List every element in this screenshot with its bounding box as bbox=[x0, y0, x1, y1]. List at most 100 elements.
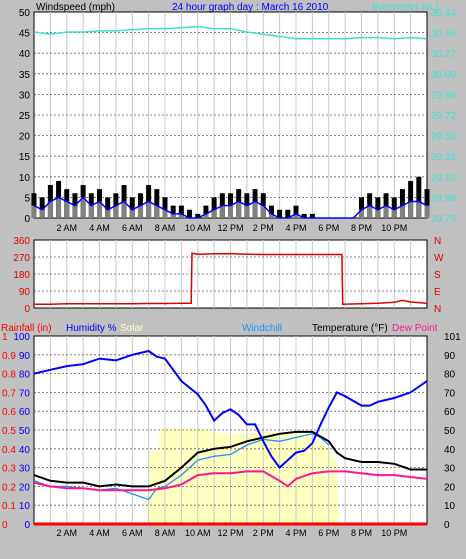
windspeed-tick-label: 50 bbox=[19, 8, 31, 19]
legend-solar: Solar bbox=[120, 323, 144, 334]
wind-gust-bar bbox=[211, 197, 217, 218]
barometer-tick-label: 28.79 bbox=[431, 214, 456, 225]
compass-tick-label: S bbox=[434, 270, 441, 281]
wind-gust-bar bbox=[162, 197, 168, 218]
wind-avg-bar bbox=[88, 205, 94, 218]
windspeed-tick-label: 15 bbox=[19, 152, 31, 163]
rainfall-tick-label: 0.4 bbox=[2, 445, 16, 456]
windspeed-tick-label: 20 bbox=[19, 132, 31, 143]
wind-avg-bar bbox=[228, 205, 233, 218]
hour-tick-label: 2 PM bbox=[253, 223, 274, 233]
temperature-line bbox=[33, 430, 427, 488]
hour-tick-label: 4 PM bbox=[285, 528, 306, 538]
wind-avg-bar bbox=[162, 209, 168, 218]
legend-dewpoint: Dew Point bbox=[392, 323, 438, 334]
hour-tick-label: 6 PM bbox=[318, 528, 339, 538]
barometer-tick-label: 29.35 bbox=[431, 152, 456, 163]
wind-baro-grid bbox=[34, 12, 427, 218]
hour-tick-label: 2 PM bbox=[253, 528, 274, 538]
compass-tick-label: N bbox=[434, 304, 441, 315]
wind-avg-bar bbox=[121, 201, 127, 218]
wind-avg-bar bbox=[219, 205, 225, 218]
direction-tick-label: 270 bbox=[13, 253, 30, 264]
humidity-line bbox=[33, 349, 428, 470]
temperature-tick-label: 10 bbox=[444, 501, 456, 512]
temperature-tick-label: 70 bbox=[444, 388, 456, 399]
wind-avg-bar bbox=[47, 201, 53, 218]
wind-gust-bar bbox=[416, 176, 422, 218]
wind-avg-bar bbox=[293, 213, 299, 218]
direction-tick-label: 90 bbox=[19, 287, 31, 298]
direction-series bbox=[34, 252, 428, 305]
wind-avg-bar bbox=[64, 201, 70, 218]
barometer-tick-label: 30.64 bbox=[431, 8, 456, 19]
compass-tick-label: W bbox=[434, 253, 444, 264]
hour-tick-label: 6 AM bbox=[122, 528, 143, 538]
rainfall-tick-label: 0.5 bbox=[2, 426, 16, 437]
wind-gust-bar bbox=[203, 205, 209, 218]
hour-tick-label: 2 AM bbox=[56, 223, 77, 233]
hour-tick-label: 4 PM bbox=[285, 223, 306, 233]
wind-avg-bar bbox=[56, 197, 62, 218]
windspeed-tick-label: 40 bbox=[19, 49, 31, 60]
wind-avg-bar bbox=[260, 205, 266, 218]
rainfall-tick-label: 0.7 bbox=[2, 388, 16, 399]
wind-gust-bar bbox=[105, 197, 111, 218]
windspeed-tick-label: 10 bbox=[19, 173, 31, 184]
wind-gust-bar bbox=[170, 205, 176, 218]
hour-tick-label: 6 PM bbox=[318, 223, 339, 233]
wind-avg-bar bbox=[105, 209, 111, 218]
wind-avg-bar bbox=[203, 213, 209, 218]
wind-gust-bar bbox=[129, 197, 135, 218]
legend-rainfall: Rainfall (in) bbox=[1, 323, 52, 334]
temp-series bbox=[33, 349, 428, 526]
windspeed-line bbox=[33, 196, 428, 219]
wind-baro-ticks: 0 5 10 15 20 25 30 35 40 45 50 28.79 28.98 29.16 29.35… bbox=[19, 8, 457, 233]
wind-avg-bar bbox=[383, 205, 389, 218]
humidity-tick-label: 20 bbox=[19, 482, 31, 493]
wind-avg-bar bbox=[416, 201, 422, 218]
temperature-tick-label: 40 bbox=[444, 445, 456, 456]
barometer-tick-label: 29.53 bbox=[431, 132, 456, 143]
hour-tick-label: 10 PM bbox=[381, 223, 407, 233]
compass-tick-label: N bbox=[434, 236, 441, 247]
temperature-tick-label: 0 bbox=[444, 520, 450, 531]
hour-tick-label: 8 PM bbox=[351, 223, 372, 233]
barometer-tick-label: 29.90 bbox=[431, 90, 456, 101]
rainfall-tick-label: 0.8 bbox=[2, 370, 16, 381]
wind-gust-bar bbox=[178, 205, 184, 218]
wind-avg-bar bbox=[359, 209, 364, 218]
hour-tick-label: 8 AM bbox=[155, 528, 176, 538]
barometer-axis-label: Barometer (in.) bbox=[372, 2, 439, 13]
wind-gust-bar bbox=[309, 213, 315, 218]
temp-ticks: 00.10.20.30.40.50.60.70.80.9101020304050… bbox=[2, 332, 461, 538]
wind-avg-bar bbox=[268, 213, 274, 218]
hour-tick-label: 8 PM bbox=[351, 528, 372, 538]
hour-tick-label: 12 PM bbox=[217, 528, 243, 538]
rainfall-tick-label: 0.6 bbox=[2, 407, 16, 418]
wind-avg-bar bbox=[252, 201, 258, 218]
direction-tick-label: 360 bbox=[13, 236, 30, 247]
barometer-tick-label: 29.72 bbox=[431, 111, 456, 122]
temperature-tick-label: 20 bbox=[444, 482, 456, 493]
wind-avg-bar bbox=[244, 205, 250, 218]
hour-tick-label: 6 AM bbox=[122, 223, 143, 233]
temperature-tick-label: 60 bbox=[444, 407, 456, 418]
barometer-tick-label: 28.98 bbox=[431, 193, 456, 204]
wind-avg-bar bbox=[236, 201, 242, 218]
wind-avg-bar bbox=[97, 201, 102, 218]
windspeed-tick-label: 30 bbox=[19, 90, 31, 101]
wind-avg-bar bbox=[211, 209, 217, 218]
hour-tick-label: 10 PM bbox=[381, 528, 407, 538]
rainfall-tick-label: 1 bbox=[2, 332, 8, 343]
wind-gust-bar bbox=[301, 213, 307, 218]
wind-avg-bar bbox=[113, 205, 119, 218]
wind-avg-bar bbox=[408, 201, 414, 218]
humidity-tick-label: 40 bbox=[19, 445, 31, 456]
barometer-tick-label: 29.16 bbox=[431, 173, 456, 184]
wind-gust-bar bbox=[277, 209, 283, 218]
wind-gust-bar bbox=[391, 197, 397, 218]
hour-tick-label: 10 AM bbox=[185, 528, 211, 538]
humidity-tick-label: 70 bbox=[19, 388, 31, 399]
